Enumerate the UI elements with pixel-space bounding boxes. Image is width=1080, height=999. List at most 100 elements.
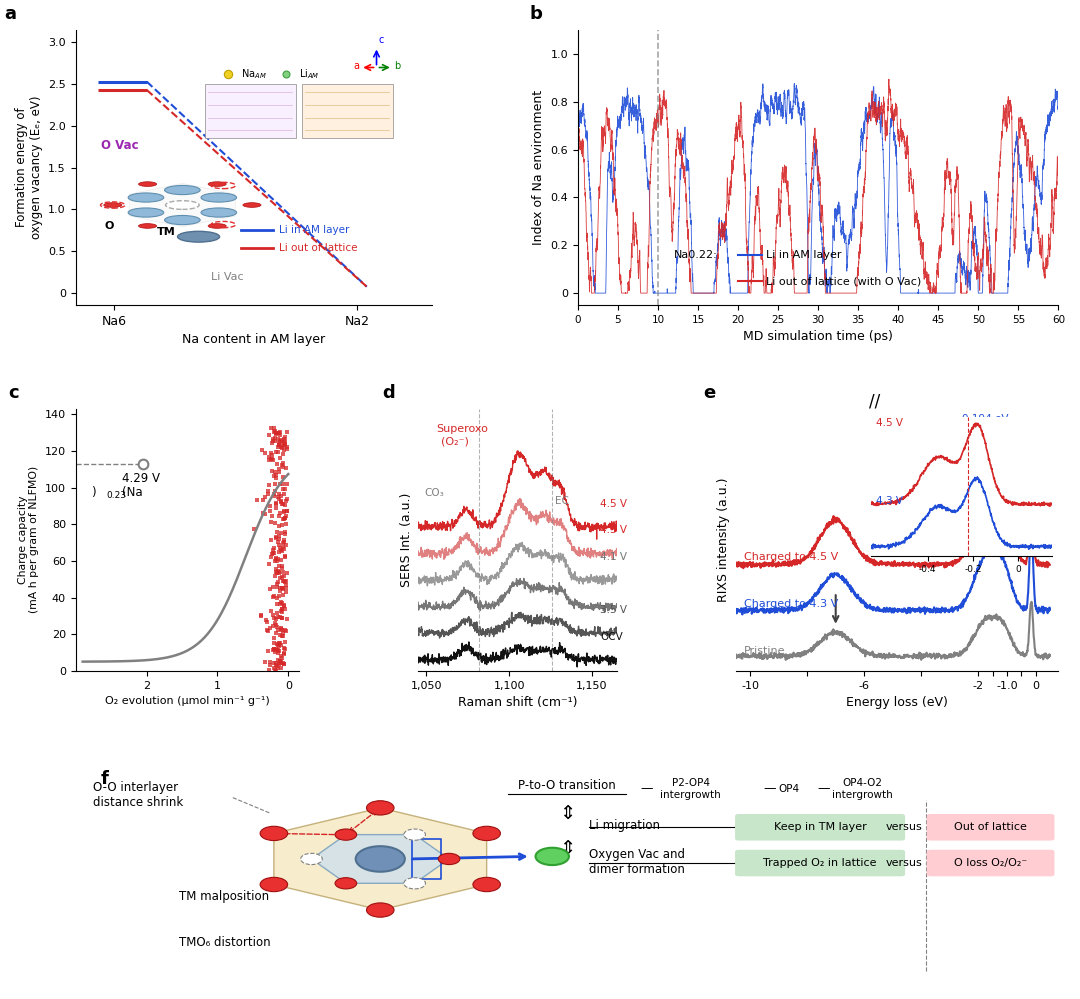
Point — [270, 622, 287, 638]
Point — [273, 609, 291, 625]
Point — [275, 656, 293, 672]
Point — [269, 642, 286, 658]
Point — [265, 544, 282, 560]
Text: O-O bond: 1.21 Å: O-O bond: 1.21 Å — [917, 477, 1007, 487]
Circle shape — [208, 182, 226, 187]
Text: 4.3 V: 4.3 V — [600, 525, 627, 535]
Point — [259, 614, 276, 630]
Point — [261, 503, 279, 519]
Point — [269, 576, 286, 592]
Point — [275, 435, 293, 451]
Point — [269, 553, 286, 569]
Point — [268, 445, 285, 461]
Point — [275, 443, 293, 459]
Point — [278, 564, 295, 580]
Point — [270, 425, 287, 441]
Point — [274, 655, 292, 671]
Point — [270, 492, 287, 507]
Point — [256, 489, 273, 504]
Point — [270, 437, 287, 453]
Point — [267, 561, 284, 577]
Point — [274, 539, 292, 555]
Point — [272, 494, 289, 509]
Text: d: d — [382, 385, 395, 403]
Point — [276, 600, 294, 616]
Point — [265, 607, 282, 623]
Text: —: — — [764, 782, 777, 795]
Text: O Vac: O Vac — [102, 139, 139, 152]
Point — [270, 651, 287, 667]
Point — [269, 533, 286, 549]
Point — [268, 617, 285, 633]
Point — [270, 544, 287, 560]
Point — [272, 653, 289, 669]
Point — [265, 630, 282, 646]
Circle shape — [129, 193, 164, 202]
Point — [270, 464, 287, 480]
Text: TM: TM — [157, 227, 175, 237]
Point — [271, 477, 288, 493]
Point — [261, 580, 279, 596]
Text: ): ) — [91, 486, 96, 499]
Point — [275, 645, 293, 661]
Text: O-O interlayer
distance shrink: O-O interlayer distance shrink — [93, 781, 184, 809]
Point — [275, 503, 293, 519]
Text: c: c — [378, 35, 383, 45]
Circle shape — [355, 846, 405, 872]
Point — [268, 642, 285, 658]
Point — [269, 618, 286, 634]
Text: 1,563 cm⁻¹: 1,563 cm⁻¹ — [945, 446, 1004, 456]
Point — [274, 569, 292, 585]
Point — [261, 654, 279, 670]
Point — [271, 582, 288, 598]
Point — [273, 650, 291, 666]
Point — [278, 425, 295, 441]
Point — [254, 443, 271, 459]
Circle shape — [201, 193, 237, 202]
Point — [272, 579, 289, 595]
Point — [269, 635, 286, 651]
Point — [273, 580, 291, 596]
Text: OP4: OP4 — [779, 784, 799, 794]
Point — [278, 622, 295, 638]
Point — [270, 558, 287, 574]
Point — [259, 486, 276, 501]
Circle shape — [404, 829, 426, 840]
Point — [273, 435, 291, 451]
Point — [272, 542, 289, 558]
Text: 4.29 V: 4.29 V — [122, 473, 160, 486]
Point — [268, 425, 285, 441]
Point — [276, 634, 294, 650]
Point — [272, 425, 289, 441]
Point — [273, 558, 291, 574]
Text: 0.23: 0.23 — [106, 491, 126, 500]
Point — [267, 615, 284, 631]
Point — [278, 583, 295, 599]
Circle shape — [104, 203, 122, 208]
Point — [271, 653, 288, 669]
Point — [258, 611, 275, 627]
Point — [262, 451, 280, 467]
Circle shape — [260, 826, 287, 840]
Circle shape — [201, 208, 237, 217]
Text: Na0.22:: Na0.22: — [674, 250, 718, 260]
Point — [267, 496, 284, 511]
Text: ⇕: ⇕ — [558, 839, 576, 858]
Text: Li migration: Li migration — [589, 819, 660, 832]
Point — [271, 508, 288, 524]
Point — [271, 437, 288, 453]
Point — [260, 477, 278, 493]
Point — [273, 517, 291, 533]
Point — [267, 641, 284, 657]
Circle shape — [243, 203, 261, 208]
Point — [272, 660, 289, 676]
Point — [265, 453, 282, 469]
Point — [273, 580, 291, 596]
Circle shape — [536, 848, 569, 865]
Point — [279, 502, 296, 518]
Point — [268, 604, 285, 620]
Circle shape — [164, 216, 200, 225]
Point — [257, 654, 274, 670]
Point — [264, 432, 281, 448]
Text: —: — — [640, 782, 653, 795]
